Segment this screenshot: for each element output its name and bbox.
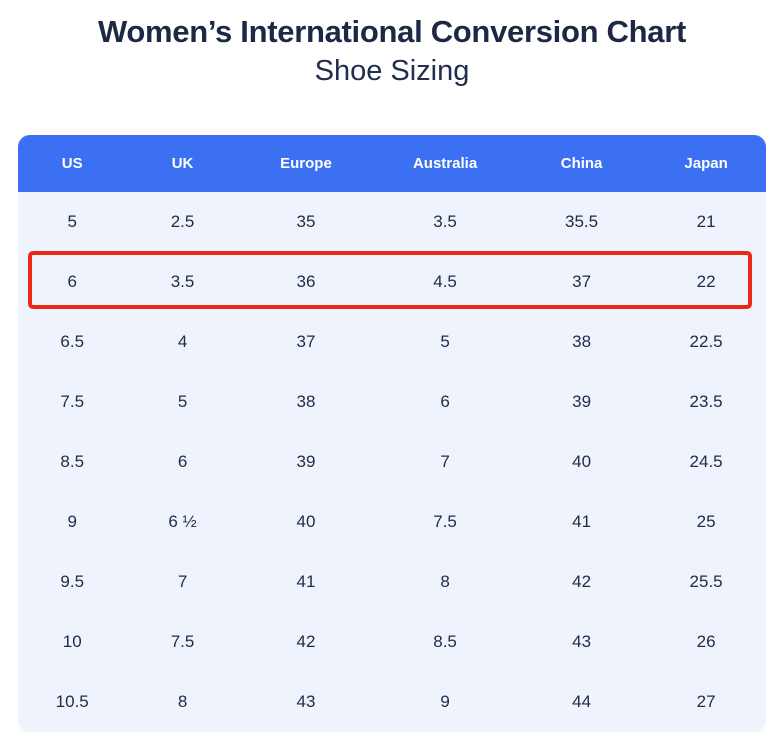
table-cell: 9 [67,512,77,531]
table-cell: 43 [296,692,316,711]
table-cell: 7 [440,452,450,471]
table-cell: 24.5 [689,452,723,471]
table-cell: 39 [296,452,316,471]
table-row: 5 2.5 35 3.5 35.5 21 [18,192,766,252]
header-cell-australia: Australia [412,155,478,172]
table-cell: 44 [572,692,592,711]
table-cell: 22 [696,272,716,291]
table-cell: 25 [696,512,716,531]
table-cell: 3.5 [170,272,195,291]
table-row: 10.5 8 43 9 44 27 [18,672,766,732]
table-cell: 8.5 [433,632,457,651]
table-cell: 6 [440,392,450,411]
table-cell: 7.5 [60,392,85,411]
table-cell: 23.5 [689,392,723,411]
table-cell: 25.5 [689,572,723,591]
table-cell: 8 [177,692,188,711]
header-cell-uk: UK [171,155,194,172]
table-cell: 5 [67,212,77,231]
header-cell-us: US [61,155,83,172]
table-cell: 38 [572,332,592,351]
page-subtitle: Shoe Sizing [314,55,470,87]
table-cell: 40 [572,452,592,471]
table-cell: 40 [296,512,316,531]
table-cell: 27 [696,692,716,711]
table-cell: 35.5 [565,212,599,231]
table-cell: 7.5 [433,512,457,531]
table-cell: 35 [296,212,316,231]
table-cell: 42 [296,632,316,651]
table-cell: 42 [572,572,592,591]
table-cell: 6 ½ [168,512,197,531]
conversion-table: US UK Europe Australia China Japan 5 2.5… [18,135,766,732]
table-cell: 36 [296,272,316,291]
table-cell: 8.5 [60,452,85,471]
table-cell: 6.5 [60,332,85,351]
table-row: 6.5 4 37 5 38 22.5 [18,312,766,372]
table-cell: 10.5 [55,692,89,711]
table-cell: 43 [572,632,592,651]
table-cell: 41 [572,512,592,531]
table-row: 7.5 5 38 6 39 23.5 [18,372,766,432]
table-cell: 4 [177,332,188,351]
table-header-row: US UK Europe Australia China Japan [18,135,766,192]
table-cell: 9 [440,692,450,711]
table-cell: 6 [67,272,77,291]
table-cell: 5 [177,392,188,411]
header-cell-china: China [560,155,603,172]
table-cell: 41 [296,572,316,591]
table-cell: 10 [62,632,82,651]
header-cell-europe: Europe [280,155,332,172]
table-cell: 21 [696,212,716,231]
table-cell: 22.5 [689,332,723,351]
table-cell: 2.5 [170,212,195,231]
table-row: 8.5 6 39 7 40 24.5 [18,432,766,492]
table-cell: 6 [177,452,188,471]
table-row: 10 7.5 42 8.5 43 26 [18,612,766,672]
table-row-highlighted: 6 3.5 36 4.5 37 22 [18,251,766,312]
table-row: 9 6 ½ 40 7.5 41 25 [18,492,766,552]
page-title: Women’s International Conversion Chart [97,14,686,49]
table-cell: 38 [296,392,316,411]
table-cell: 5 [440,332,450,351]
table-row: 9.5 7 41 8 42 25.5 [18,552,766,612]
table-cell: 39 [572,392,592,411]
table-cell: 4.5 [433,272,457,291]
header-cell-japan: Japan [684,155,728,172]
table-cell: 8 [440,572,450,591]
table-cell: 9.5 [60,572,85,591]
table-cell: 7 [177,572,188,591]
table-cell: 26 [696,632,716,651]
table-cell: 3.5 [433,212,457,231]
table-cell: 37 [296,332,316,351]
table-cell: 37 [572,272,592,291]
table-cell: 7.5 [170,632,195,651]
